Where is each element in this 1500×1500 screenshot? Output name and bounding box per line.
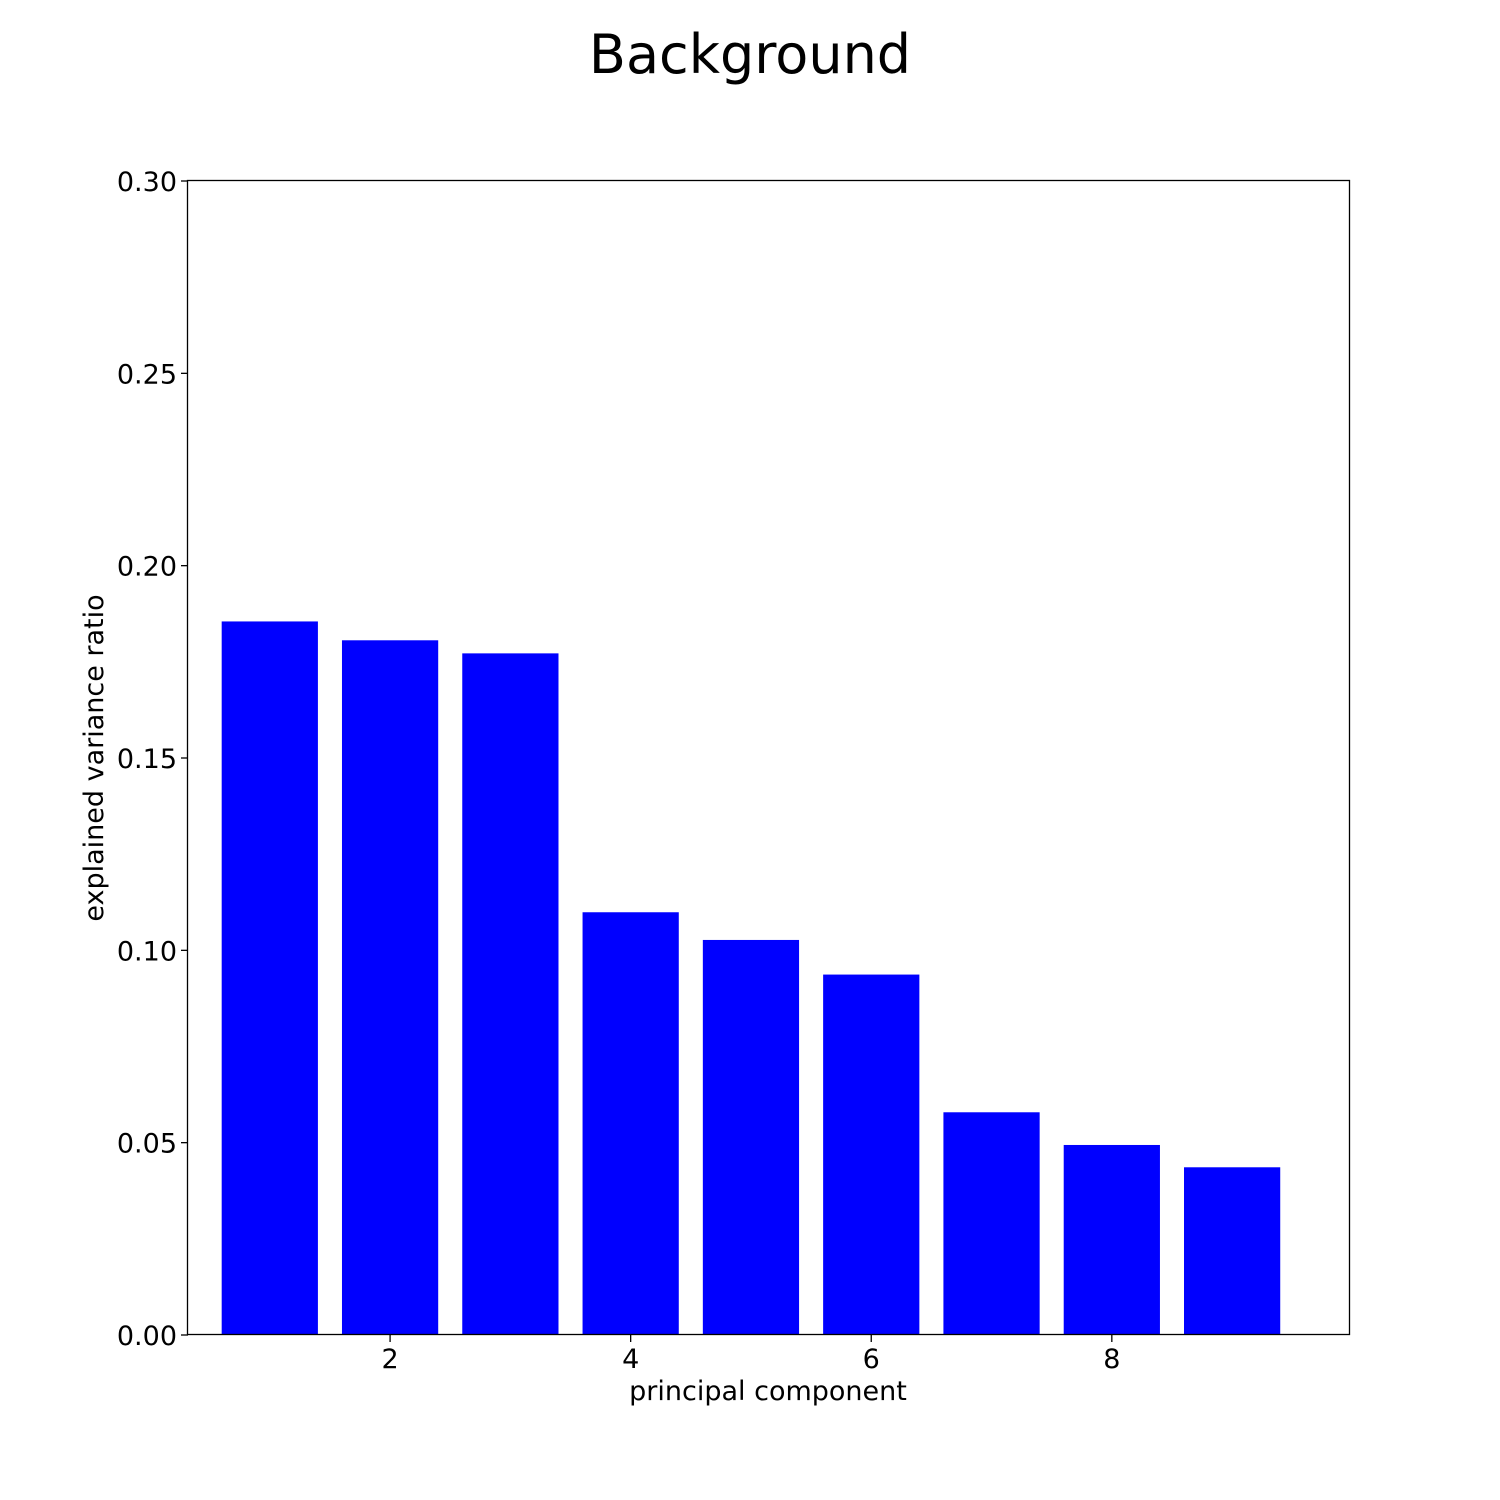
bar-pc-1 xyxy=(221,621,318,1335)
bar-pc-5 xyxy=(702,939,800,1335)
bar-pc-4 xyxy=(582,912,679,1335)
x-tick-label: 6 xyxy=(863,1344,880,1375)
x-axis-label: principal component xyxy=(629,1376,907,1407)
y-tick-label: 0.30 xyxy=(117,167,177,198)
chart-title: Background xyxy=(589,23,911,86)
bar-pc-2 xyxy=(341,640,439,1335)
y-tick-label: 0.25 xyxy=(117,359,177,390)
y-tick-label: 0.10 xyxy=(117,936,177,967)
y-axis: 0.00 0.05 0.10 0.15 0.20 0.25 0.30 xyxy=(117,167,188,1352)
bar-pc-3 xyxy=(462,653,559,1335)
y-tick-label: 0.15 xyxy=(117,744,177,775)
y-tick-label: 0.00 xyxy=(117,1321,177,1352)
bar-pc-7 xyxy=(943,1112,1040,1335)
bar-pc-8 xyxy=(1063,1144,1160,1335)
y-tick-label: 0.05 xyxy=(117,1129,177,1160)
x-tick-label: 4 xyxy=(622,1344,639,1375)
y-tick-label: 0.20 xyxy=(117,552,177,583)
bar-pc-6 xyxy=(823,974,920,1335)
x-axis: 2 4 6 8 xyxy=(381,1335,1120,1375)
x-tick-label: 2 xyxy=(381,1344,398,1375)
y-axis-label: explained variance ratio xyxy=(79,594,110,921)
x-tick-label: 8 xyxy=(1103,1344,1120,1375)
bar-pc-9 xyxy=(1184,1167,1281,1335)
bars-group xyxy=(221,621,1281,1335)
